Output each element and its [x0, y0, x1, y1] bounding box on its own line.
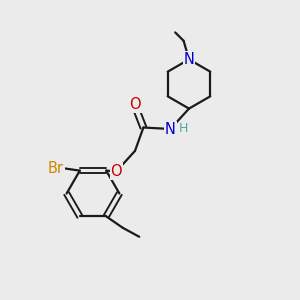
- Text: N: N: [184, 52, 194, 67]
- Text: N: N: [165, 122, 176, 136]
- Text: Br: Br: [48, 161, 64, 176]
- Text: O: O: [111, 164, 122, 179]
- Text: O: O: [129, 97, 141, 112]
- Text: H: H: [178, 122, 188, 136]
